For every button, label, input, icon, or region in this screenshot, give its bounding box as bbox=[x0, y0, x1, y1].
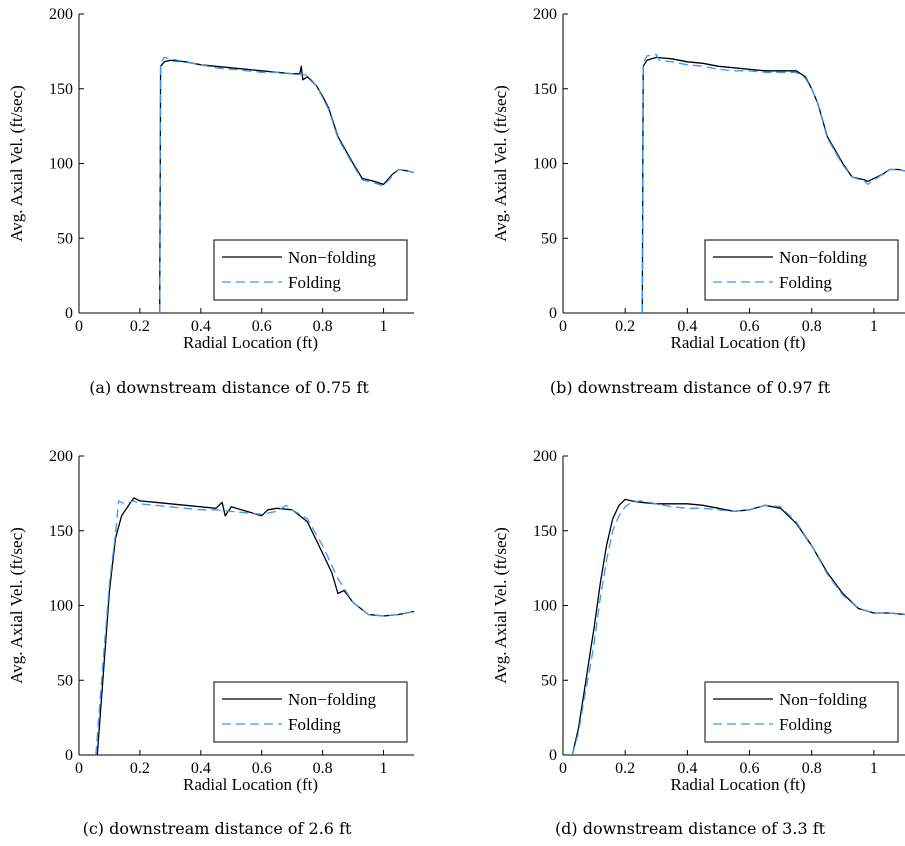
legend: Non−folding Folding bbox=[213, 239, 408, 301]
x-tick-label: 0 bbox=[559, 760, 567, 777]
legend: Non−folding Folding bbox=[704, 239, 899, 301]
panel-d: 0 0.2 0.4 0.6 0.8 1 0 50 100 150 200 Radial Locatio… bbox=[491, 448, 905, 838]
y-tick-label: 0 bbox=[549, 747, 557, 764]
y-tick-label: 50 bbox=[541, 672, 557, 689]
y-axis-label: Avg. Axial Vel. (ft/sec) bbox=[7, 85, 26, 242]
legend-label-non-folding: Non−folding bbox=[779, 690, 867, 709]
x-tick-label: 0.2 bbox=[130, 760, 150, 777]
x-tick-label: 0.4 bbox=[191, 760, 211, 777]
legend: Non−folding Folding bbox=[704, 681, 899, 743]
panel-caption: (c) downstream distance of 2.6 ft bbox=[83, 819, 352, 838]
panel-caption: (b) downstream distance of 0.97 ft bbox=[550, 378, 831, 397]
legend-label-folding: Folding bbox=[779, 715, 832, 734]
y-tick-label: 50 bbox=[57, 230, 73, 247]
legend-box bbox=[704, 239, 899, 301]
x-tick-label: 1 bbox=[380, 318, 388, 335]
y-tick-label: 0 bbox=[549, 305, 557, 322]
x-tick-label: 0.2 bbox=[615, 318, 635, 335]
y-tick-label: 200 bbox=[49, 448, 73, 465]
x-tick-label: 0.8 bbox=[802, 318, 822, 335]
x-tick-label: 0.8 bbox=[313, 760, 333, 777]
y-axis-label: Avg. Axial Vel. (ft/sec) bbox=[491, 85, 510, 242]
series-line-non-folding bbox=[96, 497, 414, 755]
y-tick-label: 100 bbox=[533, 598, 557, 615]
panel-b: 0 0.2 0.4 0.6 0.8 1 0 50 100 150 200 Radial Locatio… bbox=[491, 6, 905, 397]
y-tick-label: 150 bbox=[533, 81, 557, 98]
y-tick-label: 100 bbox=[533, 156, 557, 173]
legend-label-folding: Folding bbox=[288, 715, 341, 734]
series-line-folding bbox=[641, 53, 905, 313]
x-tick-label: 0.6 bbox=[740, 318, 760, 335]
panel-caption: (d) downstream distance of 3.3 ft bbox=[555, 819, 826, 838]
y-tick-label: 0 bbox=[65, 747, 73, 764]
x-tick-label: 1 bbox=[380, 760, 388, 777]
x-tick-label: 0.2 bbox=[130, 318, 150, 335]
x-tick-label: 0.4 bbox=[677, 760, 697, 777]
x-axis-label: Radial Location (ft) bbox=[670, 775, 805, 794]
x-tick-label: 0.4 bbox=[677, 318, 697, 335]
series-line-folding bbox=[571, 500, 905, 755]
x-tick-label: 0.4 bbox=[191, 318, 211, 335]
x-tick-label: 0.2 bbox=[615, 760, 635, 777]
x-tick-label: 0.6 bbox=[252, 318, 272, 335]
y-axis-label: Avg. Axial Vel. (ft/sec) bbox=[491, 527, 510, 684]
y-tick-label: 0 bbox=[65, 305, 73, 322]
x-tick-label: 0.8 bbox=[802, 760, 822, 777]
x-tick-label: 0.8 bbox=[313, 318, 333, 335]
legend-label-folding: Folding bbox=[288, 273, 341, 292]
x-tick-label: 0.6 bbox=[252, 760, 272, 777]
panel-c: 0 0.2 0.4 0.6 0.8 1 0 50 100 150 200 Radial Locatio… bbox=[7, 448, 414, 838]
y-tick-label: 100 bbox=[49, 598, 73, 615]
legend-label-folding: Folding bbox=[779, 273, 832, 292]
x-tick-label: 0.6 bbox=[740, 760, 760, 777]
x-tick-label: 0 bbox=[75, 760, 83, 777]
y-axis-label: Avg. Axial Vel. (ft/sec) bbox=[7, 527, 26, 684]
legend-box bbox=[213, 239, 408, 301]
y-tick-label: 200 bbox=[533, 448, 557, 465]
legend-label-non-folding: Non−folding bbox=[288, 248, 376, 267]
series-line-non-folding bbox=[571, 498, 905, 755]
y-tick-label: 200 bbox=[533, 6, 557, 23]
y-tick-label: 100 bbox=[49, 156, 73, 173]
y-tick-label: 150 bbox=[533, 523, 557, 540]
y-tick-label: 200 bbox=[49, 6, 73, 23]
legend-label-non-folding: Non−folding bbox=[288, 690, 376, 709]
x-tick-label: 1 bbox=[870, 318, 878, 335]
legend-label-non-folding: Non−folding bbox=[779, 248, 867, 267]
legend-box bbox=[213, 681, 408, 743]
y-tick-label: 50 bbox=[541, 230, 557, 247]
x-axis-label: Radial Location (ft) bbox=[183, 333, 318, 352]
series-line-folding bbox=[95, 500, 414, 755]
series-line-non-folding bbox=[641, 56, 905, 313]
x-tick-label: 1 bbox=[870, 760, 878, 777]
panel-caption: (a) downstream distance of 0.75 ft bbox=[89, 378, 369, 397]
y-tick-label: 150 bbox=[49, 81, 73, 98]
legend: Non−folding Folding bbox=[213, 681, 408, 743]
x-tick-label: 0 bbox=[75, 318, 83, 335]
y-tick-label: 150 bbox=[49, 523, 73, 540]
legend-box bbox=[704, 681, 899, 743]
x-axis-label: Radial Location (ft) bbox=[183, 775, 318, 794]
y-tick-label: 50 bbox=[57, 672, 73, 689]
x-tick-label: 0 bbox=[559, 318, 567, 335]
x-axis-label: Radial Location (ft) bbox=[670, 333, 805, 352]
panel-a: 0 0.2 0.4 0.6 0.8 1 0 50 100 150 200 Radial Locatio… bbox=[7, 6, 414, 397]
